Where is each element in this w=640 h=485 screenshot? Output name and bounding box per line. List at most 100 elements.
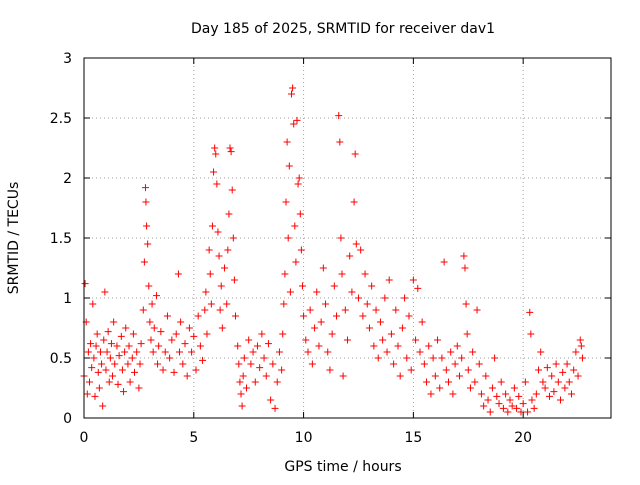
data-point [128,354,136,362]
data-point [513,404,521,412]
y-tick-label: 2.5 [50,111,72,127]
data-point [281,270,289,278]
data-point [190,332,198,340]
data-point [114,380,122,388]
data-point [177,318,185,326]
x-tick-label: 15 [404,430,422,446]
data-point [576,336,584,344]
y-tick-label: 2 [63,171,72,187]
data-point [381,294,389,302]
data-point [98,360,106,368]
y-tick-label: 3 [63,51,72,67]
data-point [405,312,413,320]
data-point [240,354,248,362]
data-point [90,354,98,362]
data-point [100,336,108,344]
data-point [120,388,128,396]
data-point [469,348,477,356]
data-point [396,372,404,380]
data-point [110,318,118,326]
data-point [196,342,204,350]
data-point [298,282,306,290]
data-point [416,348,424,356]
data-point [563,360,571,368]
data-point [227,148,235,156]
data-point [530,404,538,412]
data-point [440,258,448,266]
data-point [245,336,253,344]
data-point [338,270,346,278]
data-point [215,252,223,260]
data-point [273,378,281,386]
data-point [280,300,288,308]
x-tick-label: 10 [295,430,313,446]
data-point [423,378,431,386]
data-point [302,336,310,344]
data-point [140,258,148,266]
data-point [109,372,117,380]
data-point [453,342,461,350]
data-point [224,246,232,254]
data-point [482,372,490,380]
data-point [473,306,481,314]
data-point [88,364,96,372]
data-point [92,342,100,350]
data-point [148,300,156,308]
data-point [185,324,193,332]
data-point [201,306,209,314]
data-point [300,312,308,320]
data-point [213,180,221,188]
data-point [282,198,290,206]
data-point [317,318,325,326]
data-point [508,402,516,410]
data-point [488,384,496,392]
data-point [574,372,582,380]
data-point [133,348,141,356]
data-point [142,198,150,206]
data-point [237,390,245,398]
data-point [286,288,294,296]
data-point [166,354,174,362]
grid-lines [84,58,611,418]
data-point [370,342,378,350]
data-point [143,222,151,230]
data-point [226,144,234,152]
data-point [124,360,132,368]
data-point [401,294,409,302]
data-point [409,276,417,284]
data-point [499,404,507,412]
data-point [570,366,578,374]
data-point [87,340,95,348]
data-point [181,340,189,348]
data-point [493,392,501,400]
y-tick-label: 1.5 [50,231,72,247]
data-point [541,384,549,392]
data-point [242,384,250,392]
data-point [135,384,143,392]
data-point [546,392,554,400]
data-point [398,324,406,332]
data-point [121,348,129,356]
data-point [131,368,139,376]
data-point [150,324,158,332]
data-point [344,336,351,344]
data-point [296,210,304,218]
data-point [234,342,242,350]
data-point [174,270,182,278]
data-point [93,330,101,338]
data-point [458,354,466,362]
data-point [306,306,314,314]
data-point [292,258,300,266]
data-point [337,234,345,242]
data-point [117,332,125,340]
data-point [577,342,585,350]
data-point [319,264,327,272]
data-points [80,84,586,416]
data-point [460,252,468,260]
data-point [247,360,255,368]
data-point [297,246,305,254]
data-point [105,378,113,386]
data-point [315,342,323,350]
data-point [354,294,362,302]
